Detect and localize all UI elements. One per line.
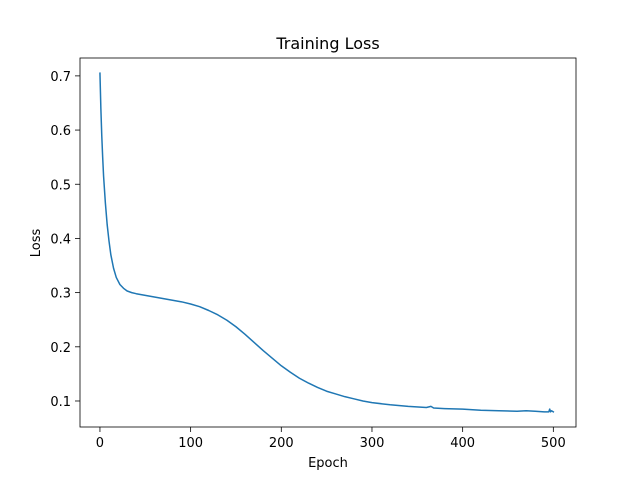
y-tick-label: 0.1 xyxy=(50,395,71,410)
y-tick-label: 0.5 xyxy=(50,178,71,193)
x-axis: 0 100 200 300 400 500 xyxy=(96,427,566,451)
y-axis-label: Loss xyxy=(29,229,44,258)
y-tick-label: 0.4 xyxy=(50,232,71,247)
x-tick-label: 100 xyxy=(178,436,203,451)
y-tick-label: 0.2 xyxy=(50,341,71,356)
series-layer xyxy=(99,72,555,413)
loss-line xyxy=(99,72,555,413)
x-axis-label: Epoch xyxy=(308,456,348,471)
x-tick-label: 200 xyxy=(269,436,294,451)
x-tick-label: 300 xyxy=(360,436,385,451)
plot-frame xyxy=(79,57,577,428)
x-tick-label: 400 xyxy=(450,436,475,451)
y-axis: 0.1 0.2 0.3 0.4 0.5 0.6 0.7 xyxy=(50,70,80,410)
y-tick-label: 0.7 xyxy=(50,70,71,85)
y-tick-label: 0.6 xyxy=(50,124,71,139)
x-tick-label: 0 xyxy=(96,436,104,451)
chart-title: Training Loss xyxy=(275,34,379,53)
x-tick-label: 500 xyxy=(541,436,566,451)
y-tick-label: 0.3 xyxy=(50,287,71,302)
